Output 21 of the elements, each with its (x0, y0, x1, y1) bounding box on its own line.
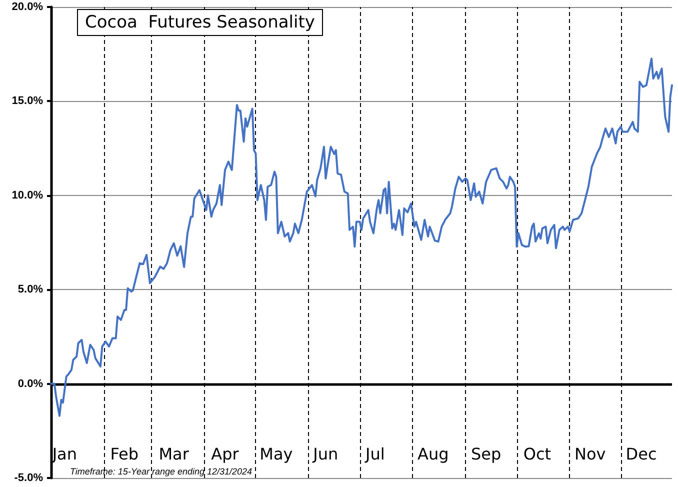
annotation: Timeframe: 15-Year range ending 12/31/2024 (70, 466, 252, 476)
x-tick-label: Mar (158, 444, 190, 464)
x-tick-label: Jun (312, 444, 338, 464)
x-tick-label: Dec (626, 444, 657, 464)
x-tick-label: Nov (574, 444, 606, 464)
y-tick-label: 20.0% (12, 1, 44, 13)
x-tick-label: May (260, 444, 293, 464)
x-tick-label: Jan (51, 444, 77, 464)
x-tick-label: Sep (470, 444, 502, 464)
x-tick-label: Apr (211, 444, 240, 464)
x-tick-label: Feb (110, 444, 139, 464)
x-tick-label: Jul (364, 444, 385, 464)
x-tick-label: Oct (523, 444, 552, 464)
y-tick-label: 0.0% (18, 378, 44, 390)
chart-title: Cocoa Futures Seasonality (85, 12, 315, 32)
y-tick-label: 5.0% (18, 284, 44, 296)
line-series (50, 58, 673, 417)
y-tick-label: 10.0% (12, 189, 44, 202)
y-tick-label: 15.0% (12, 95, 44, 108)
x-tick-label: Aug (418, 444, 449, 464)
y-tick-label: -5.0% (14, 472, 44, 484)
